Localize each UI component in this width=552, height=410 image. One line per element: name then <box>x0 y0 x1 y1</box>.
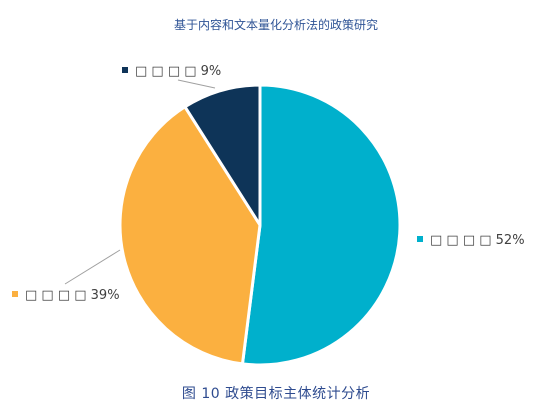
label-swatch-2 <box>12 291 18 297</box>
data-label-2: □ □ □ □ 39% <box>25 288 120 303</box>
label-swatch-3 <box>122 67 128 73</box>
data-label-1: □ □ □ □ 52% <box>430 233 525 248</box>
label-swatch-1 <box>417 236 423 242</box>
pie-slice-1 <box>240 83 402 367</box>
header-title: 基于内容和文本量化分析法的政策研究 <box>173 18 378 32</box>
pie-slice-3 <box>183 83 262 227</box>
data-label-3: □ □ □ □ 9% <box>135 64 221 79</box>
leader-line-2 <box>64 249 121 285</box>
figure-caption: 图 10 政策目标主体统计分析 <box>181 386 371 402</box>
leader-line-3 <box>177 79 216 89</box>
